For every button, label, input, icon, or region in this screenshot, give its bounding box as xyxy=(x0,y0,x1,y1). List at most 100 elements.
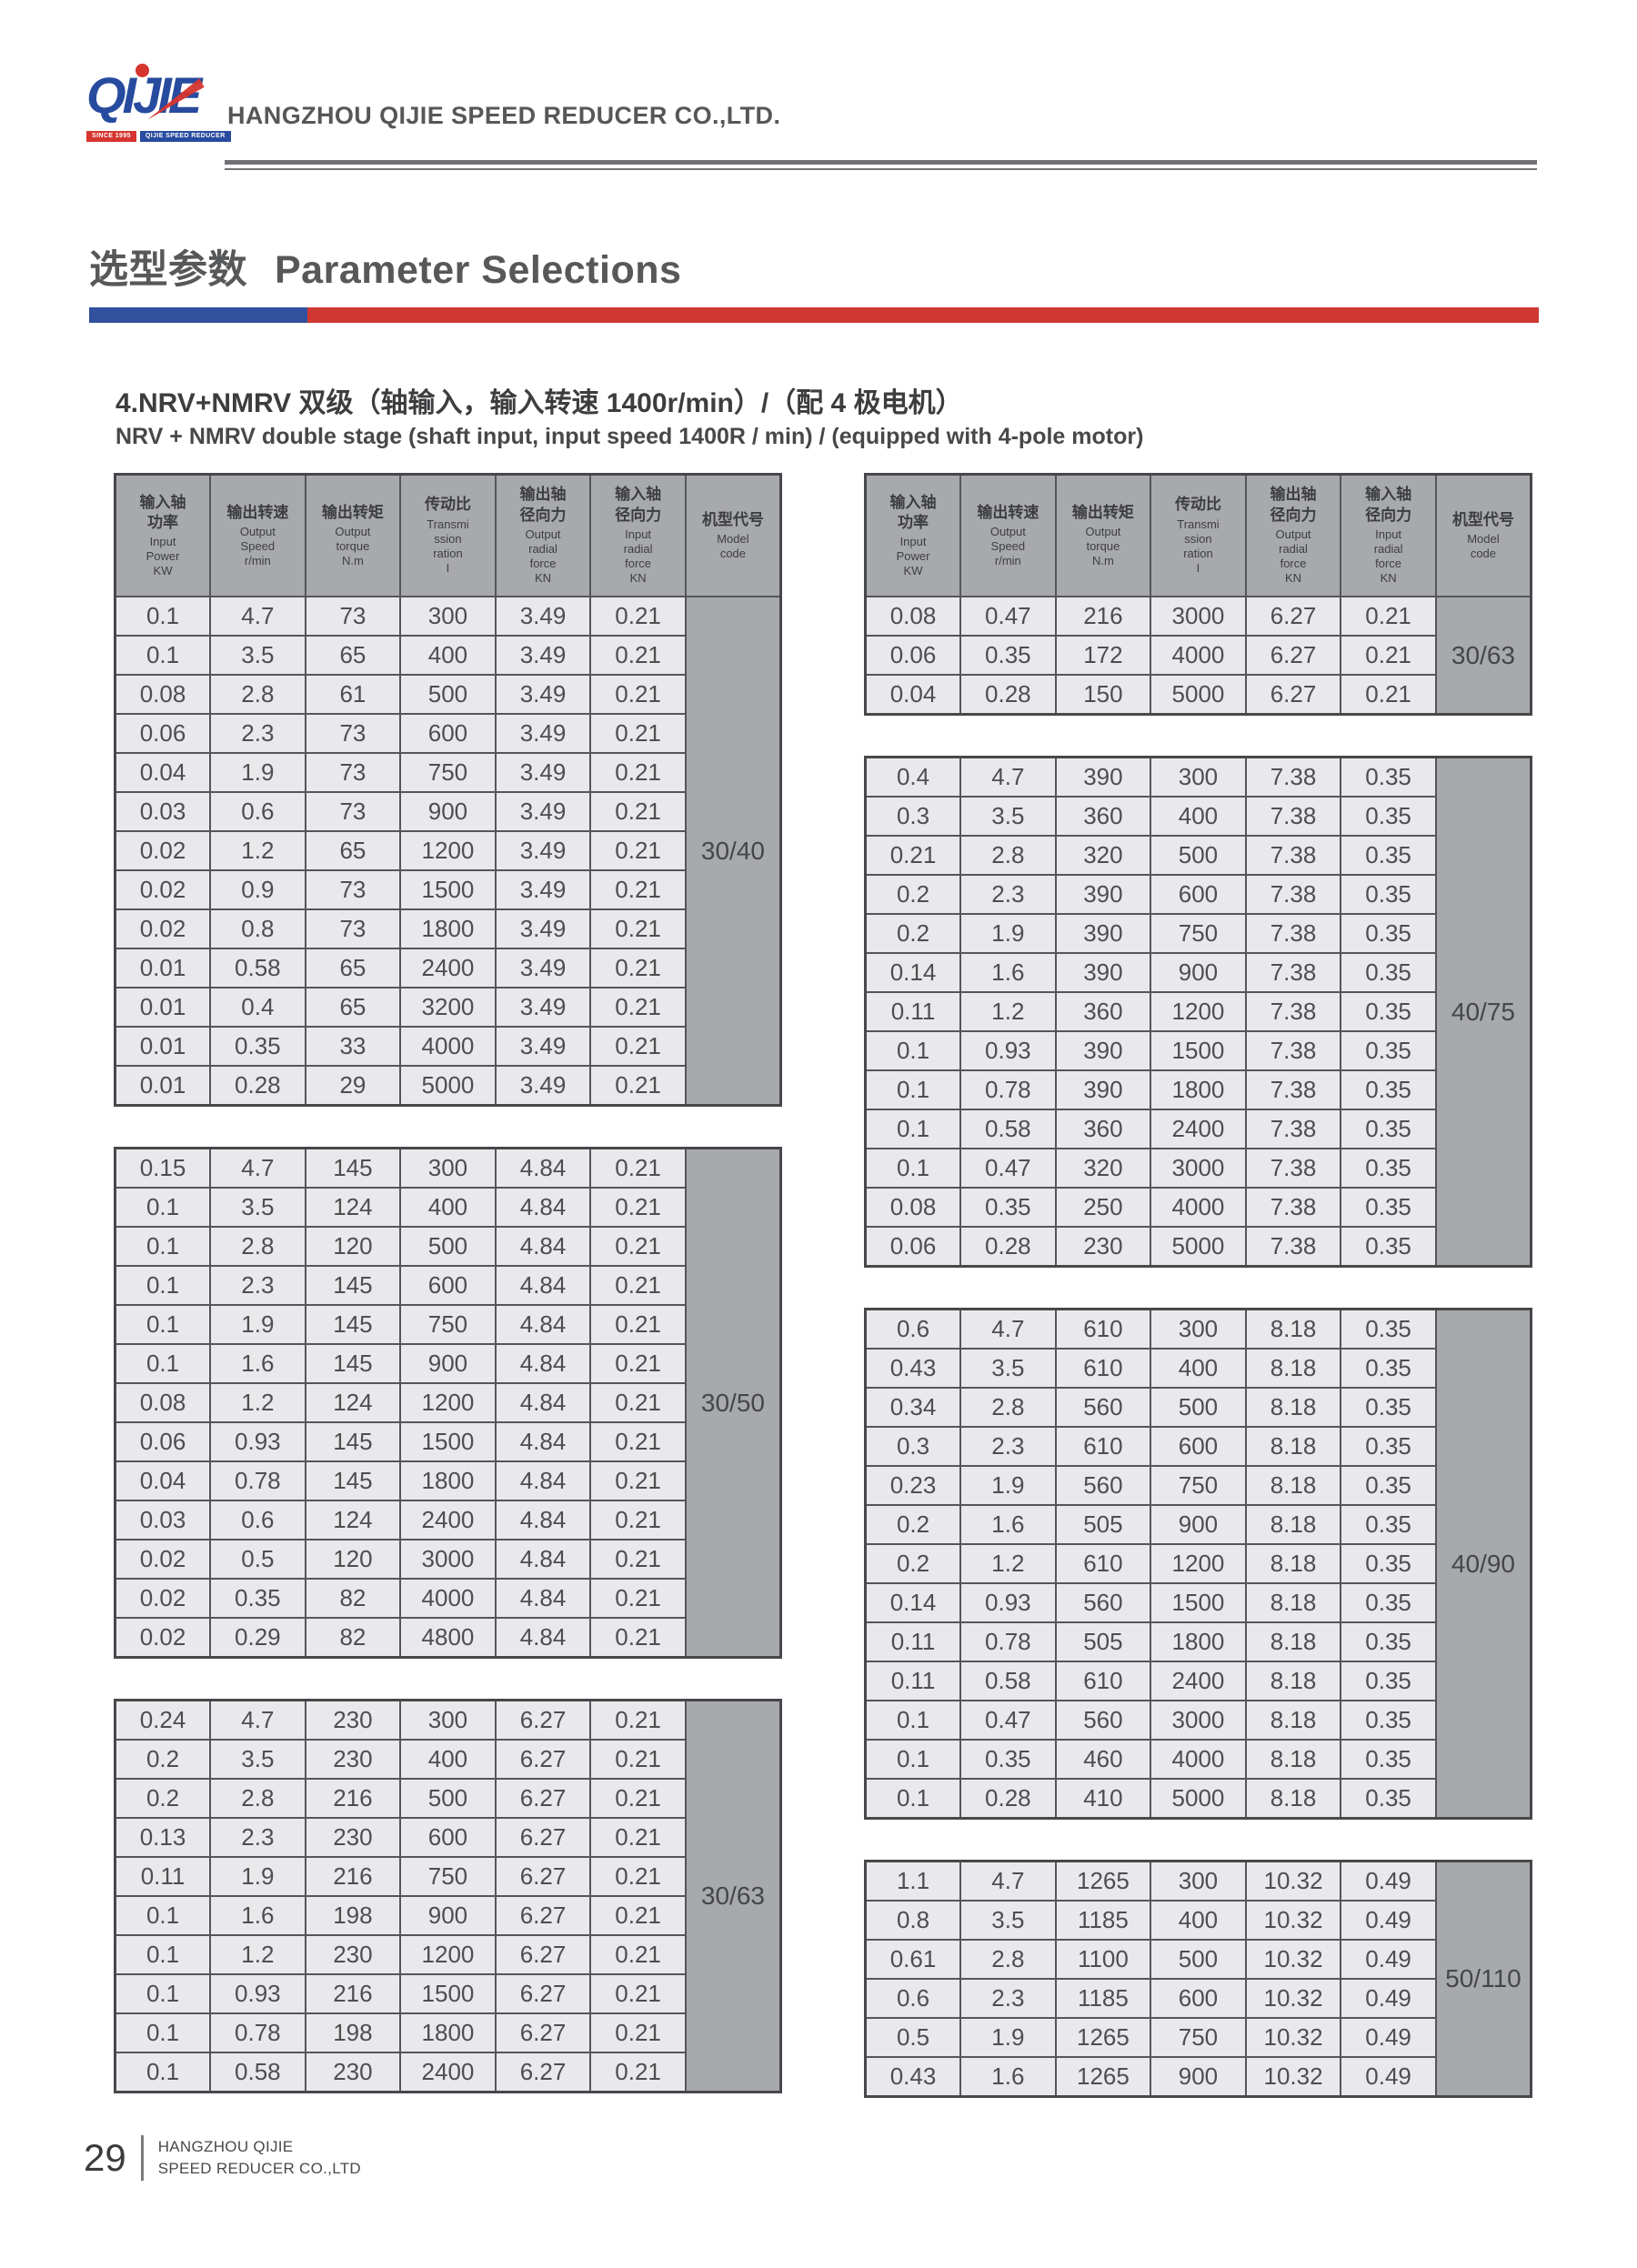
parameter-table-left: 输入轴 功率 Input Power KW 输出转速 Output Speed r/m… xyxy=(114,473,782,2093)
table-row: 0.08 2.8 61 500 3.49 0.21 xyxy=(114,674,781,715)
table-cell: 0.35 xyxy=(959,1739,1057,1780)
table-row: 0.1 1.6 198 900 6.27 0.21 xyxy=(114,1895,781,1936)
table-row: 0.1 3.5 124 400 4.84 0.21 xyxy=(114,1187,781,1228)
table-cell: 0.58 xyxy=(209,2052,306,2093)
table-cell: 0.35 xyxy=(1340,1778,1437,1820)
table-cell: 230 xyxy=(1054,1226,1152,1268)
column-header: 输入轴 功率 Input Power KW xyxy=(864,473,962,597)
table-cell: 6.27 xyxy=(494,1699,592,1741)
table-cell: 230 xyxy=(304,1739,402,1780)
table-cell: 0.1 xyxy=(114,1187,212,1228)
table-cell: 0.35 xyxy=(1340,1621,1437,1662)
table-row: 0.2 1.6 505 900 8.18 0.35 xyxy=(864,1504,1532,1545)
table-cell: 900 xyxy=(399,1343,497,1384)
table-cell: 0.21 xyxy=(589,635,687,676)
table-cell: 6.27 xyxy=(494,1817,592,1858)
table-cell: 0.04 xyxy=(864,674,962,716)
table-cell: 0.78 xyxy=(209,1460,306,1501)
column-header: 输入轴 径向力 Input radial force KN xyxy=(589,473,687,597)
table-row: 0.11 0.58 610 2400 8.18 0.35 xyxy=(864,1661,1532,1701)
table-cell: 3.49 xyxy=(494,674,592,715)
table-cell: 3000 xyxy=(399,1539,497,1580)
table-cell: 0.4 xyxy=(864,756,962,798)
table-cell: 3.5 xyxy=(209,1187,306,1228)
table-cell: 0.1 xyxy=(864,1069,962,1110)
table-row: 0.1 0.78 198 1800 6.27 0.21 xyxy=(114,2012,781,2053)
column-header: 输入轴 功率 Input Power KW xyxy=(114,473,212,597)
table-cell: 300 xyxy=(1150,1308,1247,1350)
table-cell: 4.84 xyxy=(494,1265,592,1306)
table-row: 0.1 4.7 73 300 3.49 0.21 30/40 xyxy=(114,596,782,1107)
table-row: 0.2 1.9 390 750 7.38 0.35 xyxy=(864,913,1532,954)
table-row: 0.06 0.28 230 5000 7.38 0.35 xyxy=(864,1226,1532,1268)
table-cell: 8.18 xyxy=(1244,1661,1342,1701)
table-segment: 0.24 4.7 230 300 6.27 0.21 30/63 0.2 3.5 230 400 6.… xyxy=(114,1699,782,2093)
table-cell: 0.8 xyxy=(864,1900,962,1941)
table-cell: 0.35 xyxy=(209,1578,306,1619)
tables-container: 输入轴 功率 Input Power KW 输出转速 Output Speed r/m… xyxy=(114,473,1532,2098)
parameter-table-right: 输入轴 功率 Input Power KW 输出转速 Output Speed r/m… xyxy=(864,473,1532,2098)
table-row: 0.08 0.35 250 4000 7.38 0.35 xyxy=(864,1187,1532,1228)
table-cell: 145 xyxy=(304,1343,402,1384)
table-row: 0.6 4.7 610 300 8.18 0.35 40/90 xyxy=(864,1308,1532,1820)
table-cell: 4.7 xyxy=(209,1699,306,1741)
table-cell: 3.5 xyxy=(959,1348,1057,1389)
table-cell: 0.1 xyxy=(864,1700,962,1741)
table-row: 0.1 0.58 360 2400 7.38 0.35 xyxy=(864,1109,1532,1149)
table-cell: 0.11 xyxy=(864,1661,962,1701)
table-cell: 0.04 xyxy=(114,1460,212,1501)
table-cell: 3.49 xyxy=(494,713,592,754)
table-cell: 124 xyxy=(304,1187,402,1228)
table-cell: 0.78 xyxy=(209,2012,306,2053)
table-cell: 0.21 xyxy=(589,1895,687,1936)
table-cell: 0.35 xyxy=(1340,952,1437,993)
table-cell: 5000 xyxy=(1150,674,1247,716)
table-segment: 1.1 4.7 1265 300 10.32 0.49 50/110 0.8 3.5 1185 40… xyxy=(864,1860,1532,2098)
table-cell: 0.5 xyxy=(864,2017,962,2058)
table-cell: 8.18 xyxy=(1244,1621,1342,1662)
table-cell: 0.35 xyxy=(1340,1308,1437,1350)
company-name: HANGZHOU QIJIE SPEED REDUCER CO.,LTD. xyxy=(227,102,781,129)
table-cell: 610 xyxy=(1054,1308,1152,1350)
table-row: 0.06 0.93 145 1500 4.84 0.21 xyxy=(114,1421,781,1462)
table-cell: 300 xyxy=(1150,1860,1247,1902)
table-cell: 145 xyxy=(304,1421,402,1462)
table-cell: 0.21 xyxy=(589,869,687,910)
section-heading-zh: 4.NRV+NMRV 双级（轴输入，输入转速 1400r/min）/（配 4 极… xyxy=(115,388,963,418)
table-cell: 172 xyxy=(1054,635,1152,676)
table-cell: 4.84 xyxy=(494,1343,592,1384)
table-cell: 0.23 xyxy=(864,1465,962,1506)
table-cell: 4.84 xyxy=(494,1226,592,1267)
table-cell: 0.35 xyxy=(1340,1030,1437,1071)
table-cell: 0.14 xyxy=(864,1582,962,1623)
table-cell: 7.38 xyxy=(1244,1069,1342,1110)
section-heading-en: NRV + NMRV double stage (shaft input, in… xyxy=(115,424,1144,449)
table-cell: 216 xyxy=(304,1778,402,1819)
table-cell: 1.6 xyxy=(959,1504,1057,1545)
table-cell: 120 xyxy=(304,1226,402,1267)
table-cell: 3.5 xyxy=(209,1739,306,1780)
table-cell: 0.35 xyxy=(1340,1226,1437,1268)
table-cell: 0.35 xyxy=(1340,1187,1437,1228)
table-cell: 4.84 xyxy=(494,1304,592,1345)
table-cell: 145 xyxy=(304,1304,402,1345)
table-cell: 1200 xyxy=(399,1382,497,1423)
model-code-cell: 30/40 xyxy=(684,596,782,1107)
footer-company-line2: SPEED REDUCER CO.,LTD xyxy=(157,2160,361,2177)
table-cell: 0.01 xyxy=(114,987,212,1028)
table-cell: 2400 xyxy=(399,1500,497,1540)
table-cell: 4.84 xyxy=(494,1421,592,1462)
table-cell: 0.08 xyxy=(864,1187,962,1228)
table-cell: 230 xyxy=(304,1817,402,1858)
table-cell: 0.35 xyxy=(1340,1426,1437,1467)
table-cell: 230 xyxy=(304,2052,402,2093)
table-row: 0.1 1.2 230 1200 6.27 0.21 xyxy=(114,1934,781,1975)
table-row: 0.03 0.6 73 900 3.49 0.21 xyxy=(114,791,781,832)
table-cell: 65 xyxy=(304,987,402,1028)
table-cell: 1.6 xyxy=(959,952,1057,993)
page-title-zh: 选型参数 xyxy=(89,248,247,292)
table-cell: 250 xyxy=(1054,1187,1152,1228)
table-cell: 4.7 xyxy=(959,1860,1057,1902)
table-cell: 0.35 xyxy=(959,1187,1057,1228)
table-cell: 216 xyxy=(304,1973,402,2014)
